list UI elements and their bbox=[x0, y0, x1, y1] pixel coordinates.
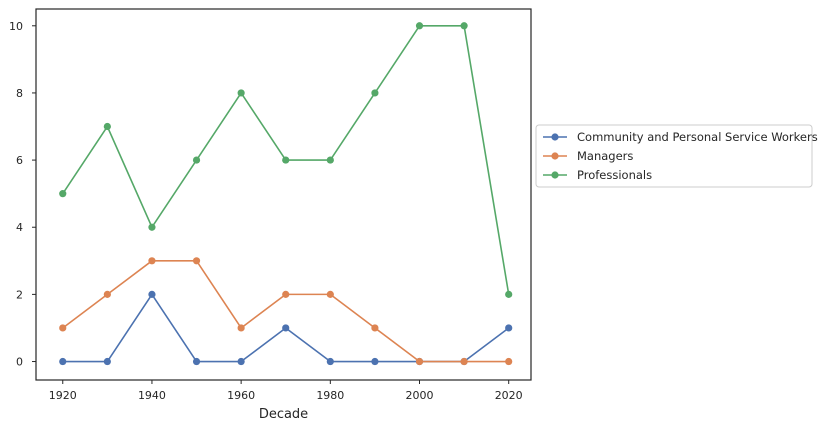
y-tick-label: 6 bbox=[16, 154, 23, 167]
data-point bbox=[237, 89, 245, 97]
y-tick-label: 8 bbox=[16, 87, 23, 100]
data-point bbox=[282, 156, 290, 164]
axis-ticks: 1920 1940 1960 1980 2000 2020 0 2 4 6 8 10 bbox=[9, 20, 523, 402]
data-point bbox=[59, 324, 67, 332]
data-point bbox=[237, 324, 245, 332]
legend-swatch-marker bbox=[551, 171, 559, 179]
data-point bbox=[103, 122, 111, 131]
legend-swatch-marker bbox=[551, 152, 559, 160]
data-point bbox=[282, 290, 290, 298]
plot-frame bbox=[35, 8, 532, 381]
data-point bbox=[59, 190, 67, 198]
x-tick-label: 2020 bbox=[495, 389, 523, 402]
data-point bbox=[326, 357, 334, 366]
data-point bbox=[415, 357, 424, 366]
plot-marks bbox=[59, 22, 513, 366]
data-point bbox=[371, 357, 379, 366]
x-tick-label: 1980 bbox=[316, 389, 344, 402]
data-point bbox=[460, 22, 468, 30]
data-point bbox=[148, 257, 156, 265]
x-axis-label: Decade bbox=[259, 407, 308, 422]
data-point bbox=[103, 357, 111, 366]
data-point bbox=[460, 357, 468, 366]
data-point bbox=[505, 357, 513, 366]
data-point bbox=[192, 357, 201, 366]
x-tick-label: 1940 bbox=[138, 389, 166, 402]
data-point bbox=[192, 156, 201, 164]
x-tick-label: 2000 bbox=[406, 389, 434, 402]
data-point bbox=[103, 290, 111, 298]
data-point bbox=[148, 290, 156, 298]
series-line bbox=[62, 260, 509, 363]
data-point bbox=[192, 257, 201, 265]
legend: Community and Personal Service Workers Ma… bbox=[535, 124, 818, 188]
data-point bbox=[326, 290, 334, 298]
data-point bbox=[505, 324, 513, 332]
data-point bbox=[371, 324, 379, 332]
data-point bbox=[237, 357, 245, 366]
y-tick-label: 4 bbox=[16, 221, 23, 234]
data-point bbox=[326, 156, 334, 164]
y-tick-label: 10 bbox=[9, 20, 23, 33]
y-tick-label: 2 bbox=[16, 288, 23, 301]
legend-box bbox=[535, 124, 813, 188]
data-point bbox=[415, 22, 424, 30]
data-point bbox=[282, 324, 290, 332]
data-point bbox=[505, 290, 513, 298]
data-point bbox=[371, 89, 379, 97]
legend-label: Managers bbox=[577, 149, 633, 163]
data-point bbox=[59, 357, 67, 366]
x-tick-label: 1920 bbox=[49, 389, 77, 402]
series-group bbox=[59, 257, 513, 366]
data-point bbox=[148, 223, 156, 231]
series-group bbox=[59, 290, 513, 366]
legend-label: Professionals bbox=[577, 168, 652, 182]
y-tick-label: 0 bbox=[16, 356, 23, 369]
x-tick-label: 1960 bbox=[227, 389, 255, 402]
legend-swatch-marker bbox=[551, 133, 559, 141]
series-group bbox=[59, 22, 513, 298]
legend-label: Community and Personal Service Workers bbox=[577, 130, 818, 144]
